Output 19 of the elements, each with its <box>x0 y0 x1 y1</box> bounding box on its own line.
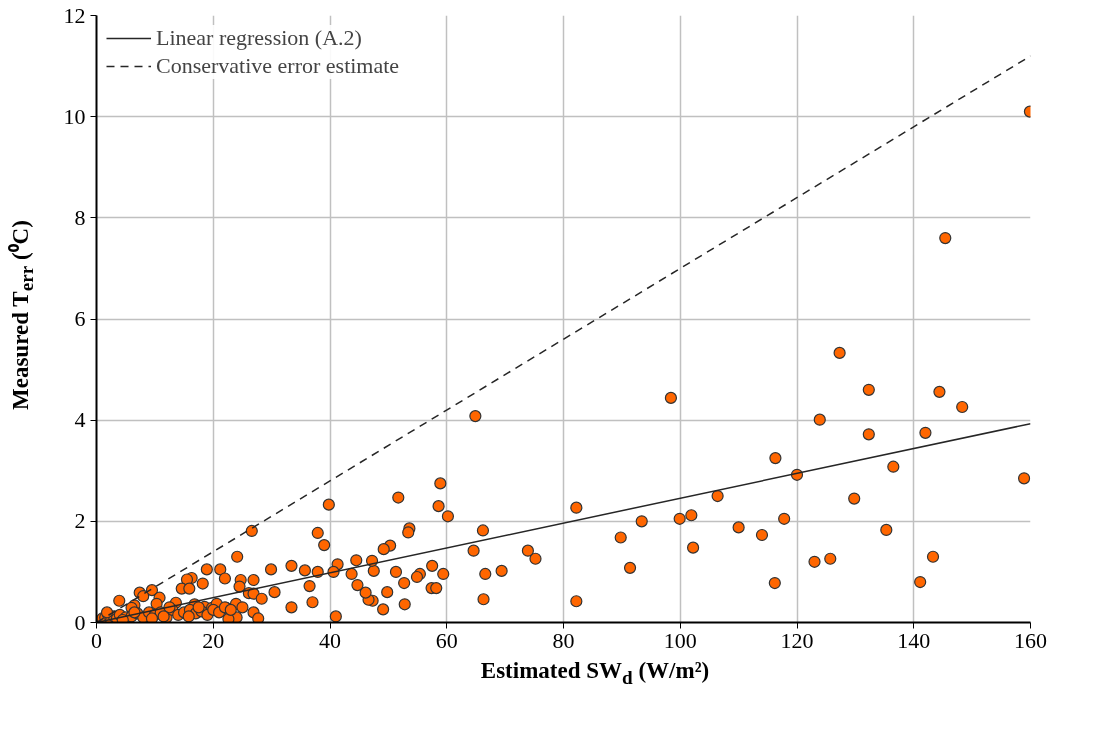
x-tick-label: 60 <box>435 627 458 653</box>
x-axis-title: Estimated SW$_{d}$ (W/m²) <box>480 657 710 690</box>
x-tick-label: 80 <box>552 627 575 653</box>
x-tick-label: 120 <box>780 627 814 653</box>
y-tick-label: 6 <box>74 306 86 331</box>
x-tick-label: 140 <box>897 627 931 653</box>
y-tick-label: 0 <box>74 609 86 635</box>
x-tick-label: 0 <box>91 627 102 653</box>
x-tick-label: 160 <box>1014 627 1047 653</box>
y-tick-label: 4 <box>74 407 86 433</box>
y-tick-label: 2 <box>74 508 86 534</box>
x-tick-label: 40 <box>319 627 341 653</box>
x-tick-label: 20 <box>202 627 225 653</box>
legend-label: Linear regression (A.2) <box>156 25 362 51</box>
legend-label: Conservative error estimate <box>156 53 400 79</box>
y-tick-label: 12 <box>63 2 86 28</box>
x-tick-label: 100 <box>663 627 697 653</box>
y-tick-label: 8 <box>74 204 86 230</box>
y-tick-label: 10 <box>63 103 86 129</box>
